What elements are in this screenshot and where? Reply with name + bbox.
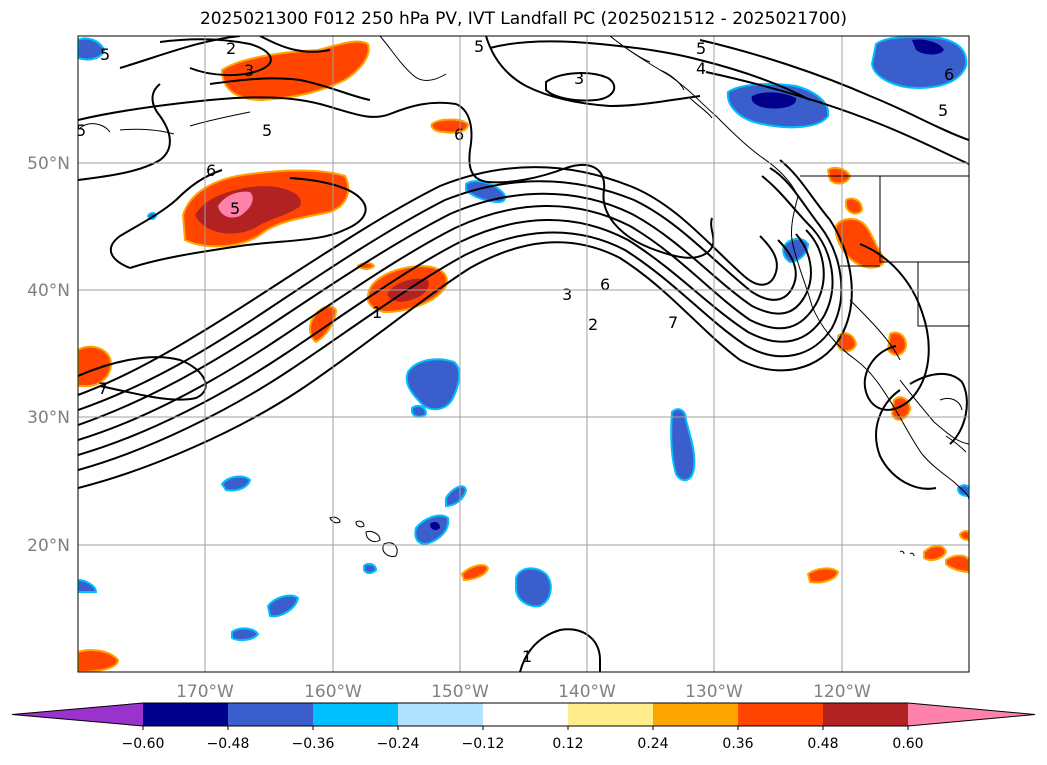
- lat-label: 20°N: [27, 536, 70, 556]
- lon-label: 160°W: [304, 682, 362, 702]
- colorbar-tick-label: 0.36: [722, 736, 753, 752]
- contour-label: 3: [574, 69, 584, 88]
- contour-label: 5: [76, 121, 86, 140]
- contour-label: 1: [522, 647, 532, 666]
- lon-axis: 170°W 160°W 150°W 140°W 130°W 120°W: [176, 682, 871, 702]
- colorbar-tick-label: 0.48: [807, 736, 838, 752]
- contour-label: 3: [244, 61, 254, 80]
- contour-label: 1: [372, 303, 382, 322]
- contour-label: 4: [696, 59, 706, 78]
- contour-label: 2: [588, 315, 598, 334]
- colorbar-tick-label: −0.24: [377, 736, 420, 752]
- colorbar-segment: [313, 703, 398, 726]
- contour-label: 5: [262, 121, 272, 140]
- colorbar: −0.60 −0.48 −0.36 −0.24 −0.12 0.12 0.24 0.36 0.4…: [11, 702, 1036, 752]
- colorbar-segment: [483, 703, 568, 726]
- lat-label: 50°N: [27, 154, 70, 174]
- lon-label: 120°W: [813, 682, 871, 702]
- lat-axis: 50°N 40°N 30°N 20°N: [27, 154, 70, 556]
- gridlines: [78, 36, 969, 672]
- colorbar-tick-label: −0.60: [122, 736, 165, 752]
- colorbar-segment: [653, 703, 738, 726]
- lat-label: 30°N: [27, 408, 70, 428]
- colorbar-segment: [823, 703, 908, 726]
- contour-label: 7: [668, 313, 678, 332]
- contour-label: 6: [944, 65, 954, 84]
- contour-label: 6: [206, 161, 216, 180]
- contour-label: 5: [100, 45, 110, 64]
- colorbar-tick-label: 0.60: [892, 736, 923, 752]
- colorbar-segment: [738, 703, 823, 726]
- colorbar-segment: [228, 703, 313, 726]
- contour-label: 5: [938, 101, 948, 120]
- pv-contours: [78, 36, 969, 672]
- contour-label: 6: [454, 125, 464, 144]
- map-frame: [77, 35, 970, 673]
- negative-anomaly-shading: [78, 36, 969, 642]
- contour-label: 5: [230, 199, 240, 218]
- lon-label: 150°W: [431, 682, 489, 702]
- contour-label: 5: [474, 37, 484, 56]
- contour-label: 2: [226, 39, 236, 58]
- map-field: 2 3 5 5 4 5 3 6 5 6 5 6 5 3 6 2 7 1 7 1 …: [76, 36, 969, 672]
- colorbar-segment: [143, 703, 228, 726]
- contour-label: 5: [696, 39, 706, 58]
- coastlines: [79, 36, 969, 557]
- colorbar-extend-high: [908, 703, 1035, 726]
- colorbar-tick-label: −0.48: [207, 736, 250, 752]
- contour-label: 3: [562, 285, 572, 304]
- contour-label-group: 2 3 5 5 4 5 3 6 5 6 5 6 5 3 6 2 7 1 7 1 …: [76, 37, 954, 666]
- contour-label: 6: [600, 275, 610, 294]
- lon-label: 130°W: [685, 682, 743, 702]
- colorbar-segment: [398, 703, 483, 726]
- contour-label: 7: [98, 379, 108, 398]
- lat-label: 40°N: [27, 281, 70, 301]
- plot-title: 2025021300 F012 250 hPa PV, IVT Landfall…: [199, 9, 847, 29]
- lon-label: 170°W: [176, 682, 234, 702]
- colorbar-extend-low: [12, 703, 143, 726]
- colorbar-tick-label: −0.12: [462, 736, 505, 752]
- colorbar-tick-label: 0.12: [552, 736, 583, 752]
- colorbar-segment: [568, 703, 653, 726]
- lon-label: 140°W: [558, 682, 616, 702]
- colorbar-tick-label: 0.24: [637, 736, 668, 752]
- colorbar-tick-label: −0.36: [292, 736, 335, 752]
